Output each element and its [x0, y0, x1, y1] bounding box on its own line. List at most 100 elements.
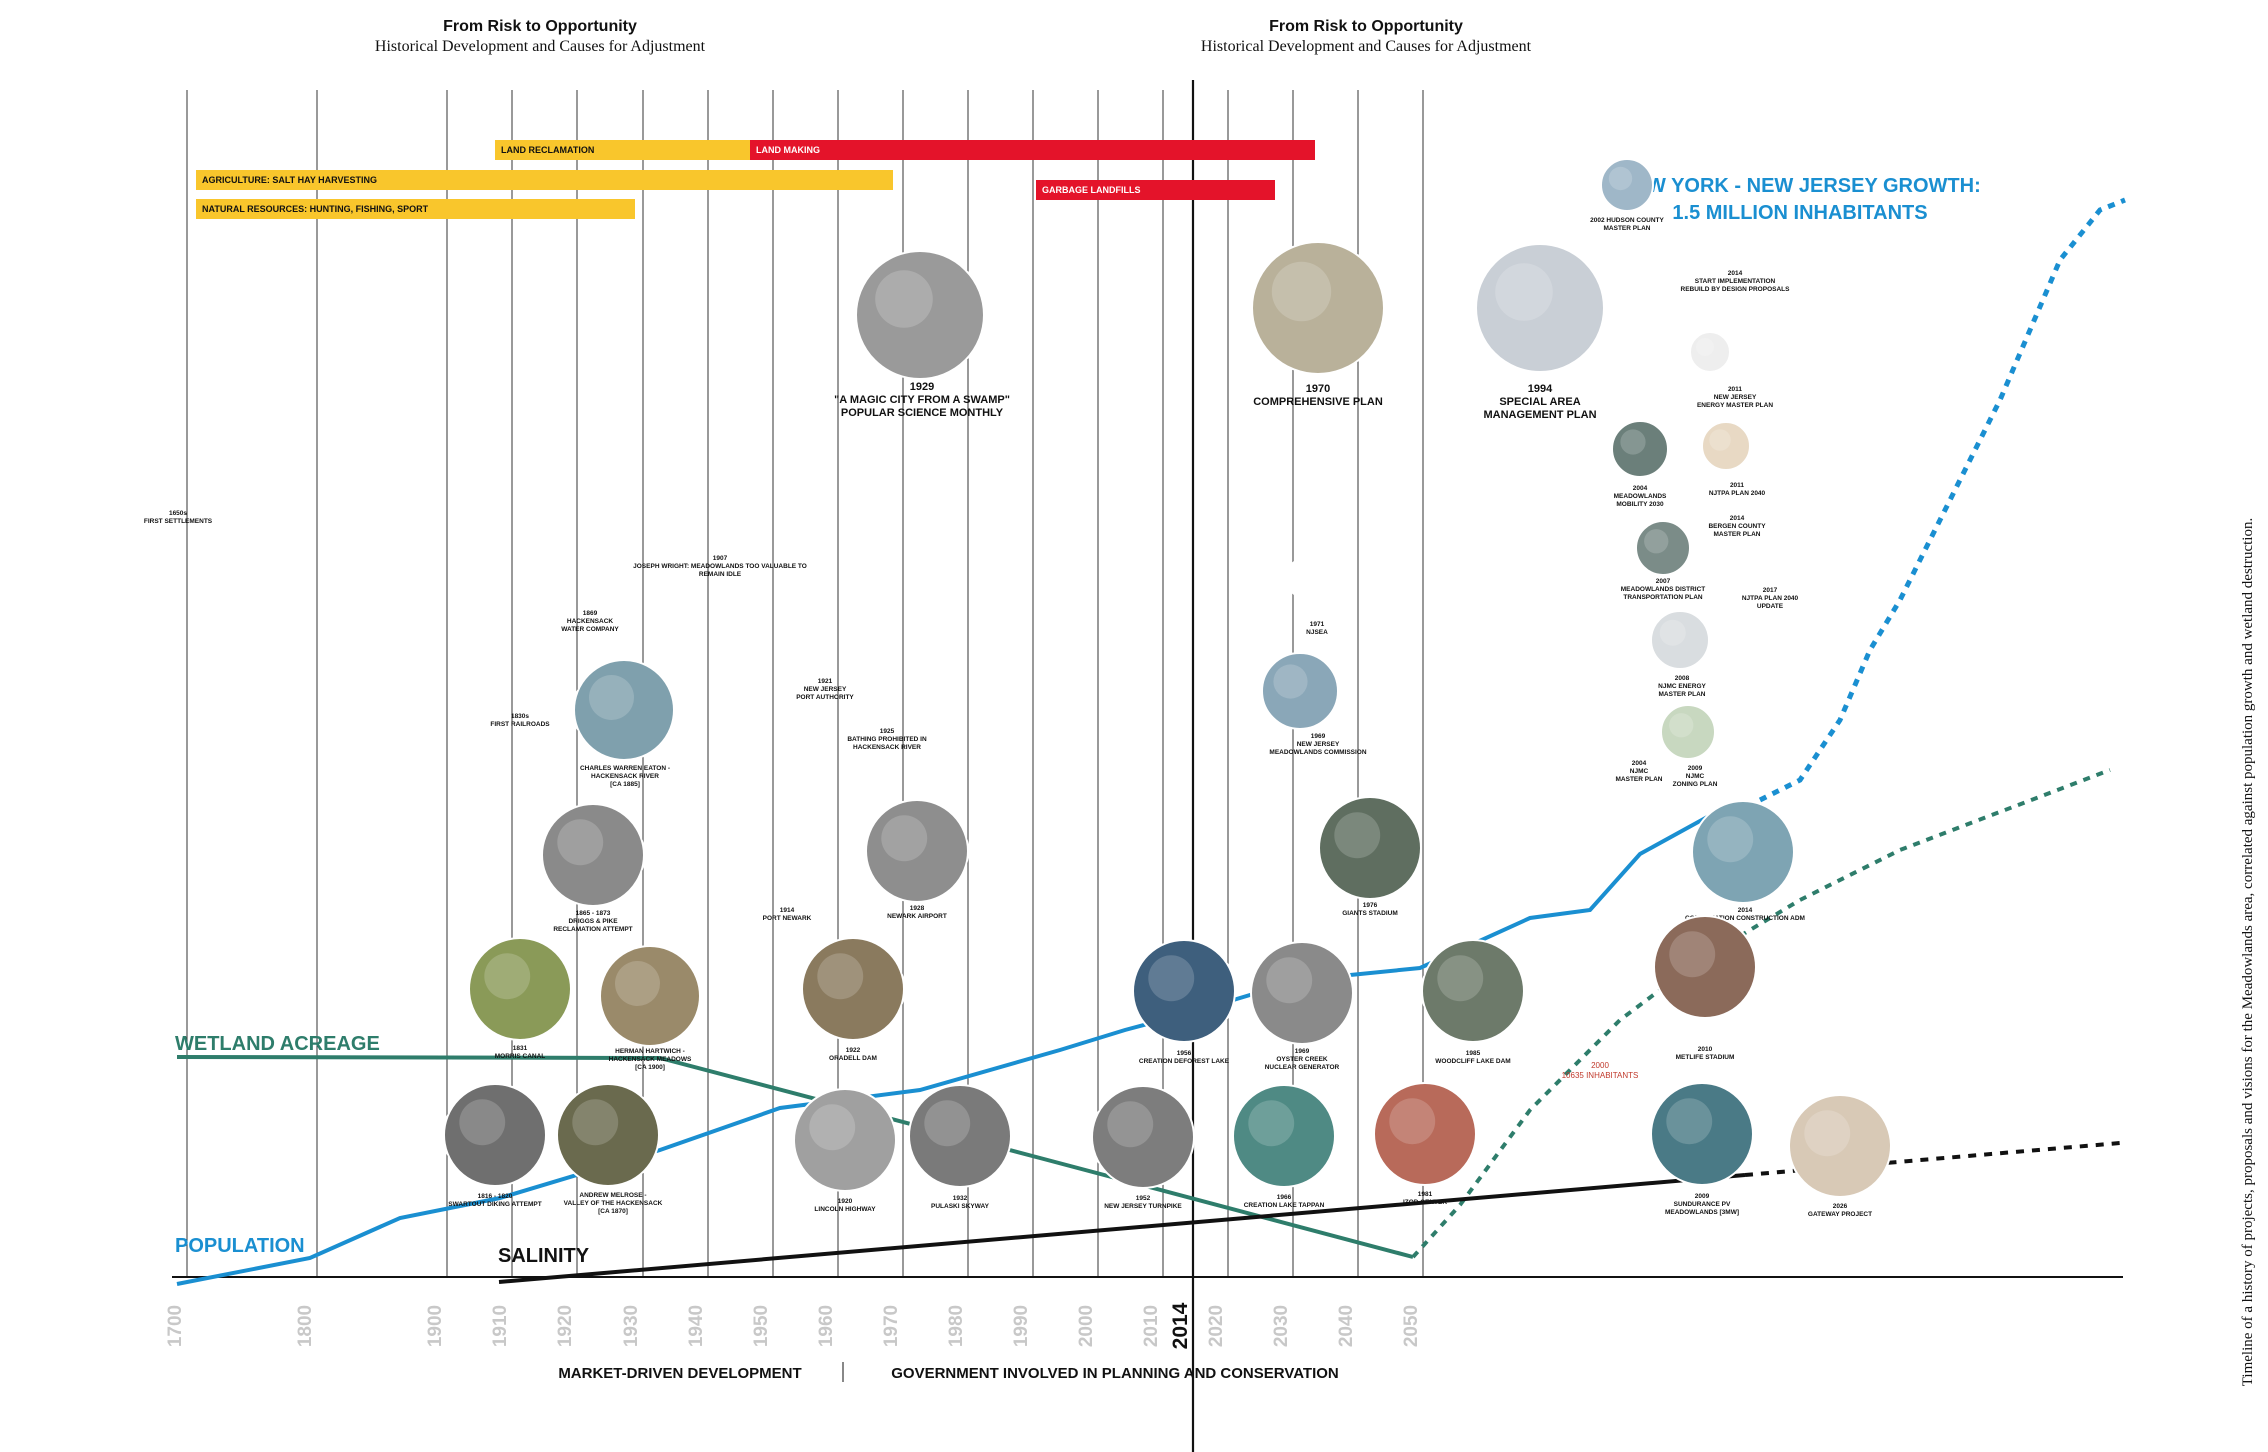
event-label-joseph-wright: 1907	[713, 555, 728, 562]
current-year-label: 2014	[1169, 1302, 1192, 1349]
event-label-nj-meadowlands-commission: 1969	[1311, 733, 1326, 740]
event-label-melrose: [CA 1870]	[598, 1208, 628, 1215]
event-photo-izod	[1373, 1082, 1477, 1186]
inhabitants-label: 2000	[1591, 1061, 1609, 1070]
event-label-driggs: 1865 - 1873	[576, 910, 611, 917]
photo-highlight	[817, 953, 864, 1000]
header-subtitle: Historical Development and Causes for Ad…	[1200, 38, 1532, 55]
event-label-nj-meadowlands-commission: MEADOWLANDS COMMISSION	[1269, 749, 1366, 756]
photo-highlight	[1389, 1098, 1436, 1145]
event-label-njmc-zoning: ZONING PLAN	[1673, 781, 1718, 788]
event-label-driggs: DRIGGS & PIKE	[568, 918, 618, 925]
event-label-transportation-plan: TRANSPORTATION PLAN	[1623, 594, 1703, 601]
header-left: From Risk to Opportunity Historical Deve…	[240, 18, 840, 56]
event-photo-continuation	[1691, 800, 1795, 904]
event-label-nj-energy: 2011	[1728, 386, 1742, 393]
event-label-lake-tappan: 1966	[1277, 1194, 1292, 1201]
event-label-first-railroads: FIRST RAILROADS	[490, 721, 550, 728]
photo-highlight	[572, 1099, 619, 1146]
event-label-njmc-energy: NJMC ENERGY	[1658, 683, 1706, 690]
event-label-nj-energy: NEW JERSEY	[1714, 394, 1757, 401]
photo-highlight	[1334, 812, 1381, 859]
event-label-first-settlements: FIRST SETTLEMENTS	[144, 518, 213, 525]
activity-bar	[750, 140, 1315, 160]
event-label-lincoln: LINCOLN HIGHWAY	[814, 1206, 876, 1213]
event-label-metlife: METLIFE STADIUM	[1676, 1054, 1735, 1061]
photo-highlight	[1248, 1100, 1295, 1147]
event-label-start-implementation: 2014	[1728, 270, 1743, 277]
event-label-continuation: CONTINUATION CONSTRUCTION ADM	[1685, 915, 1805, 922]
event-label-bathing-prohibited: HACKENSACK RIVER	[853, 744, 921, 751]
event-label-special-area: SPECIAL AREA	[1499, 396, 1580, 408]
wetland-label: WETLAND ACREAGE	[175, 1033, 380, 1055]
photo-highlight	[1644, 529, 1669, 554]
event-label-izod: 1981	[1418, 1191, 1433, 1198]
photo-highlight	[1709, 429, 1731, 451]
axis-year-label: 2020	[1206, 1305, 1227, 1347]
event-label-hackensack-water: WATER COMPANY	[561, 626, 619, 633]
photo-highlight	[589, 675, 634, 720]
event-label-port-authority: 1921	[818, 678, 833, 685]
event-label-woodcliff: WOODCLIFF LAKE DAM	[1435, 1058, 1510, 1065]
axis-year-label: 1980	[946, 1305, 967, 1347]
event-label-nitpa-2040: 2011	[1730, 482, 1744, 489]
event-photo-driggs	[541, 803, 645, 907]
photo-highlight	[881, 815, 928, 862]
event-label-nitpa-update: UPDATE	[1757, 603, 1784, 610]
photo-highlight	[615, 961, 660, 1006]
event-label-magic-city: 1929	[910, 381, 934, 393]
event-label-hackensack-water: HACKENSACK	[567, 618, 614, 625]
event-label-hudson-county: 2002 HUDSON COUNTY	[1590, 217, 1664, 224]
event-label-njmc-master: MASTER PLAN	[1616, 776, 1663, 783]
event-label-newark-airport: NEWARK AIRPORT	[887, 913, 947, 920]
event-label-diking: SWARTOUT DIKING ATTEMPT	[448, 1201, 541, 1208]
axis-year-label: 1960	[816, 1305, 837, 1347]
event-photo-diking	[443, 1083, 547, 1187]
event-label-continuation: 2014	[1738, 907, 1753, 914]
event-label-magic-city: "A MAGIC CITY FROM A SWAMP"	[834, 394, 1010, 406]
photo-highlight	[1666, 1098, 1713, 1145]
axis-year-label: 2030	[1271, 1305, 1292, 1347]
event-label-woodcliff: 1985	[1466, 1050, 1481, 1057]
event-label-comprehensive-plan: 1970	[1306, 383, 1330, 395]
photo-highlight	[809, 1104, 856, 1151]
event-photo-transportation-plan	[1635, 520, 1691, 576]
event-label-melrose: VALLEY OF THE HACKENSACK	[564, 1200, 663, 1207]
photo-highlight	[1659, 619, 1686, 646]
activity-bar-label: LAND RECLAMATION	[501, 145, 594, 155]
event-photo-oradell	[801, 937, 905, 1041]
photo-highlight	[1148, 955, 1195, 1002]
event-label-special-area: 1994	[1528, 383, 1553, 395]
event-label-oyster-creek: OYSTER CREEK	[1276, 1056, 1328, 1063]
event-label-turnpike: 1952	[1136, 1195, 1151, 1202]
salinity-label: SALINITY	[498, 1245, 590, 1267]
event-label-port-newark: PORT NEWARK	[763, 915, 812, 922]
event-label-start-implementation: REBUILD BY DESIGN PROPOSALS	[1681, 286, 1791, 293]
event-photo-deforest	[1132, 939, 1236, 1043]
event-photo-hudson-county	[1600, 158, 1654, 212]
event-photo-start-implementation	[1689, 331, 1731, 373]
side-caption: Timeline of a history of projects, propo…	[2240, 517, 2256, 1387]
header-title: From Risk to Opportunity	[443, 18, 637, 35]
photo-highlight	[557, 819, 604, 866]
event-label-transportation-plan: MEADOWLANDS DISTRICT	[1621, 586, 1706, 593]
event-label-start-implementation: START IMPLEMENTATION	[1695, 278, 1776, 285]
axis-year-label: 2010	[1141, 1305, 1162, 1347]
event-label-izod: IZOD CENTER	[1403, 1199, 1447, 1206]
event-label-oradell: 1922	[846, 1047, 861, 1054]
event-label-pulaski: 1932	[953, 1195, 968, 1202]
activity-bar-label: NATURAL RESOURCES: HUNTING, FISHING, SPO…	[202, 204, 429, 214]
salinity-line	[498, 1173, 1746, 1284]
event-label-njmc-zoning: NJMC	[1686, 773, 1705, 780]
event-label-deforest: 1956	[1177, 1050, 1192, 1057]
photo-highlight	[1266, 957, 1313, 1004]
event-label-pulaski: PULASKI SKYWAY	[931, 1203, 990, 1210]
axis-year-label: 1920	[555, 1305, 576, 1347]
axis-year-label: 2040	[1336, 1305, 1357, 1347]
event-photo-sundurance	[1650, 1082, 1754, 1186]
event-photo-newark-airport	[865, 799, 969, 903]
activity-bar	[196, 170, 893, 190]
event-label-port-authority: NEW JERSEY	[804, 686, 847, 693]
event-label-oyster-creek: 1969	[1295, 1048, 1310, 1055]
